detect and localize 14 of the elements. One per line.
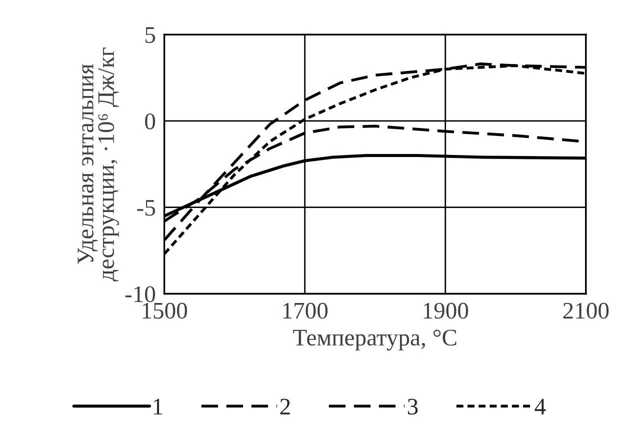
x-tick-label: 1700: [283, 302, 328, 319]
y-tick-label: -5: [137, 200, 156, 216]
legend-label: 3: [408, 398, 418, 415]
x-axis-title: Температура, °C: [293, 330, 456, 350]
y-tick-label: -10: [125, 286, 156, 302]
x-tick-label: 2100: [563, 302, 609, 319]
y-tick-label: 0: [145, 113, 156, 130]
legend-label: 1: [154, 398, 162, 414]
legend-label: 2: [280, 398, 290, 414]
x-tick-label: 1500: [142, 302, 188, 319]
y-axis-title: Удельная энтальпия деструкции, ·10⁶ Дж/кг: [78, 48, 119, 282]
y-tick-label: 5: [146, 27, 156, 43]
legend-label: 4: [534, 398, 546, 414]
x-tick-label: 1900: [424, 302, 468, 319]
